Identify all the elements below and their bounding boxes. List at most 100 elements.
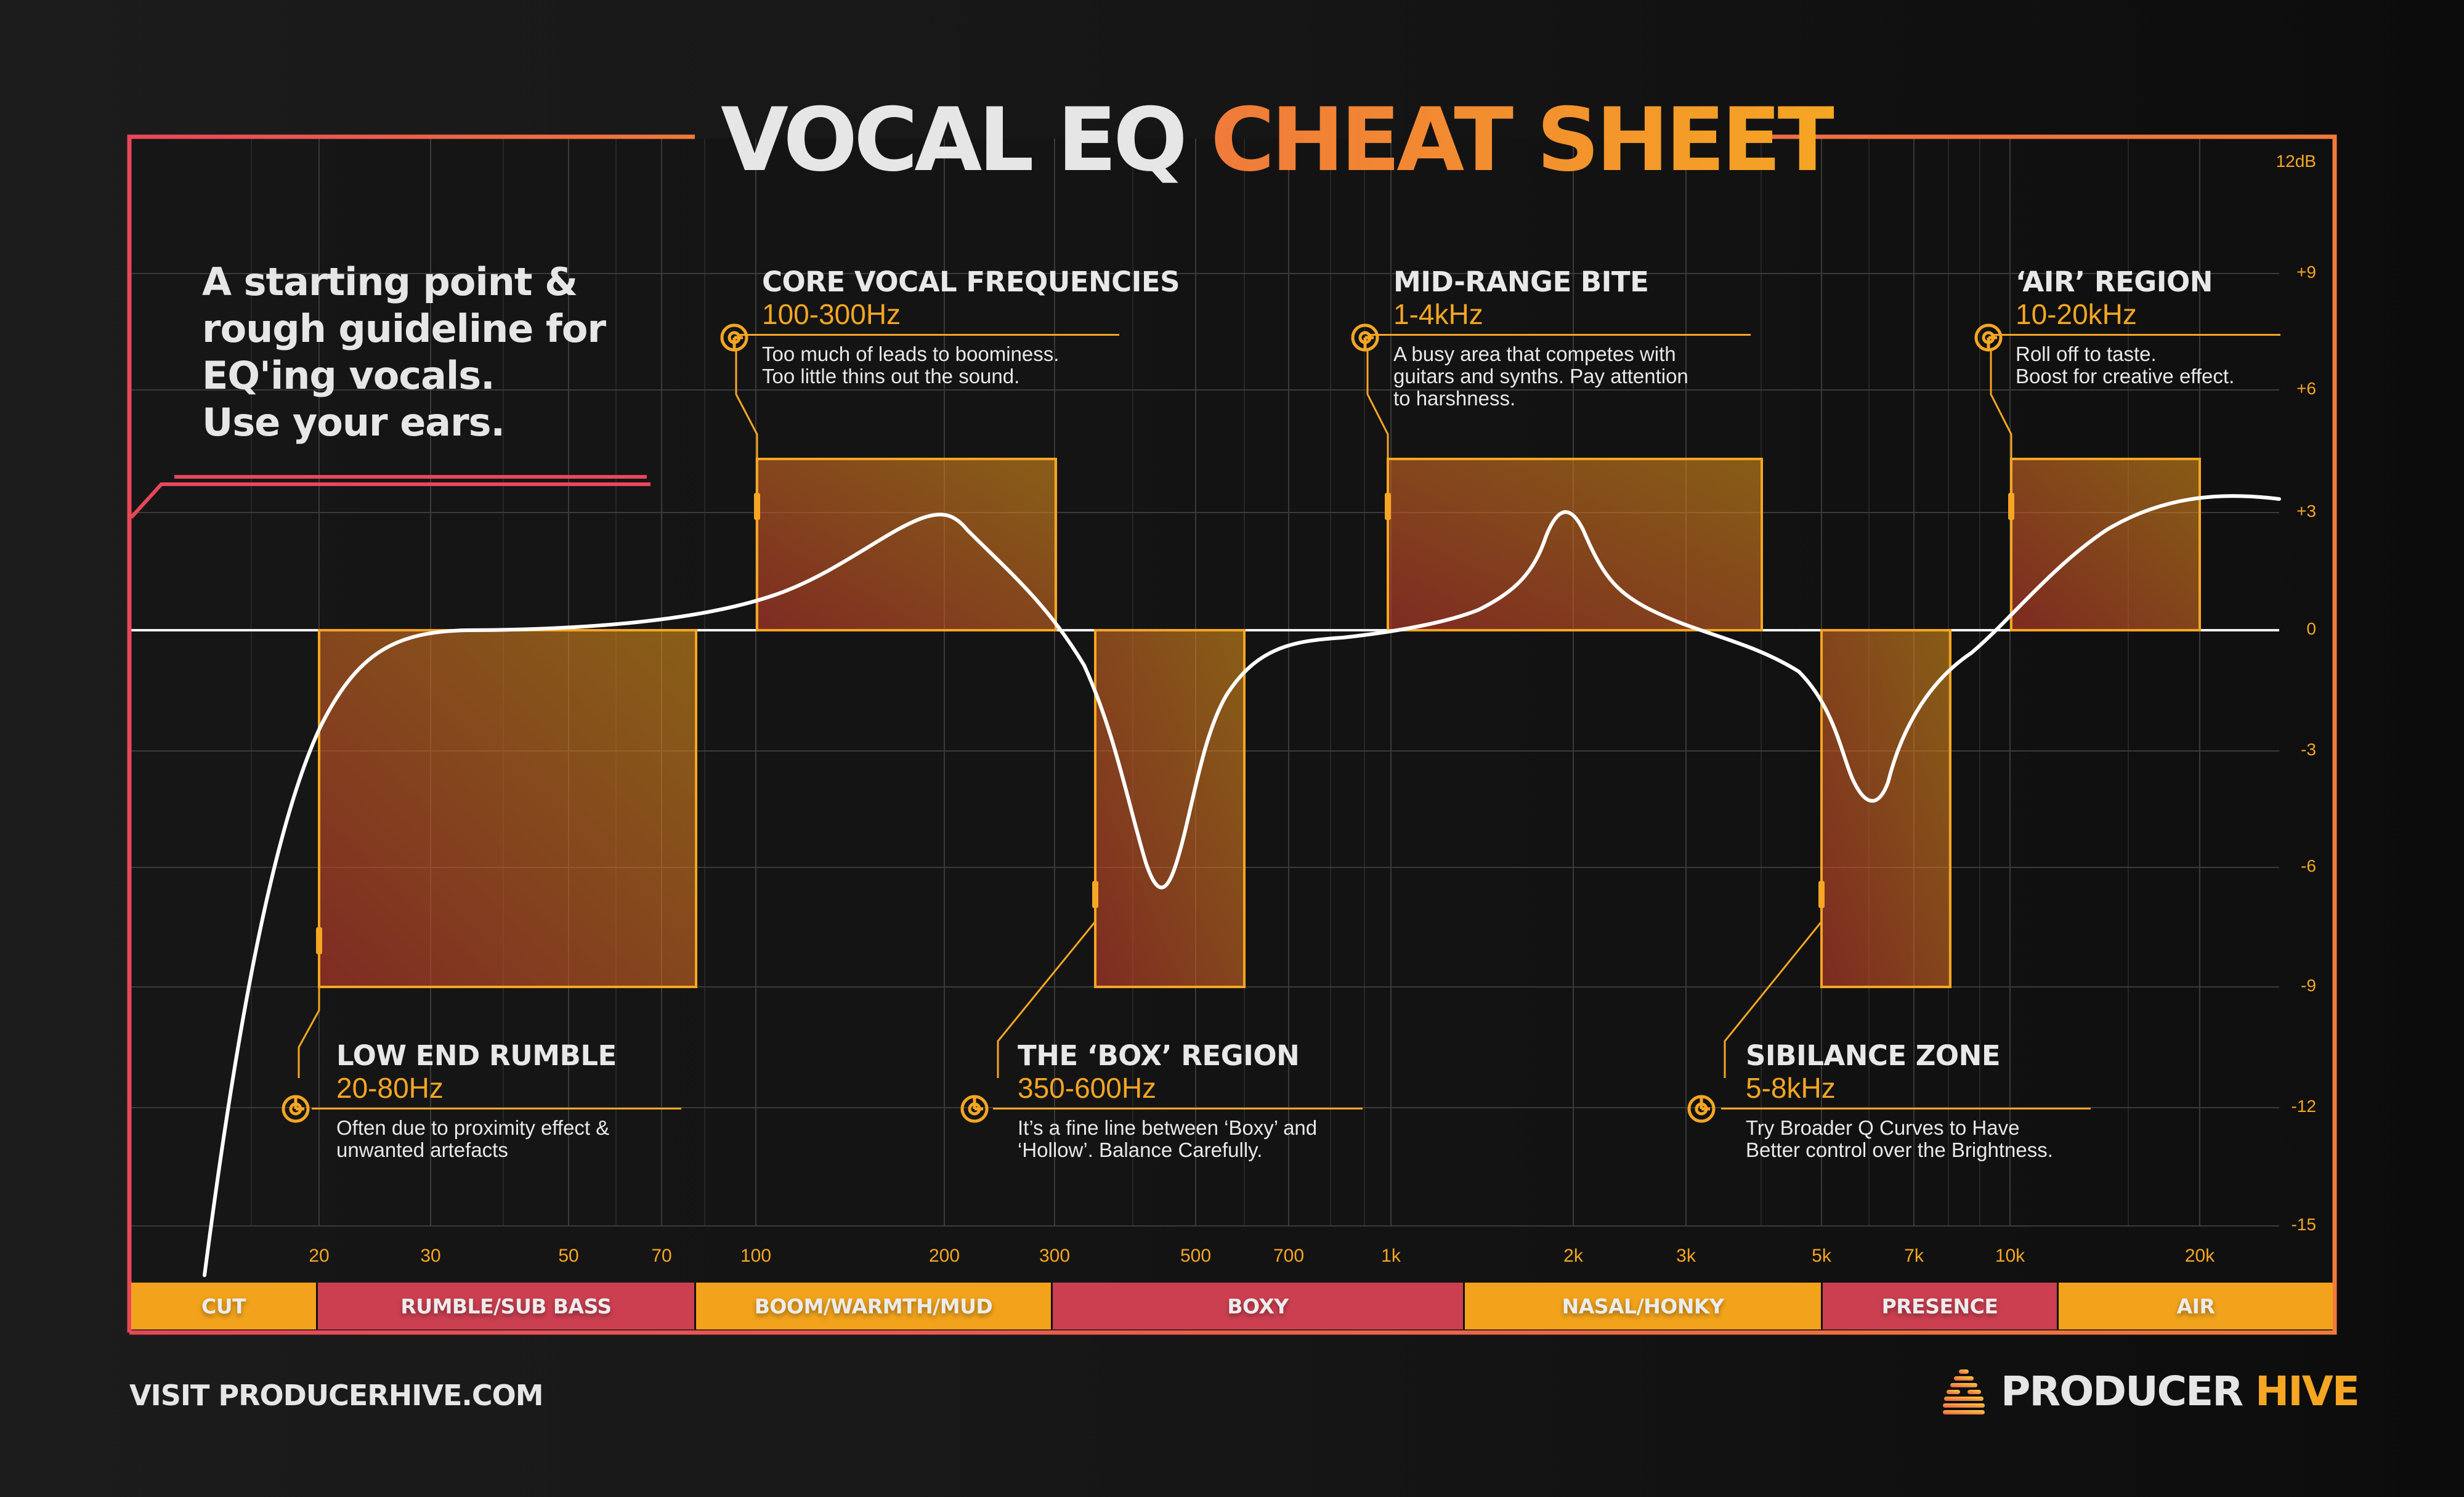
annotation-range: 10-20kHz	[2016, 298, 2137, 330]
annotation-desc: Often due to proximity effect &	[336, 1116, 610, 1139]
annotation-rule	[1369, 334, 1751, 336]
logo-text-producer: PRODUCER	[2001, 1368, 2243, 1415]
annotation-rule	[993, 1108, 1363, 1110]
annotation-heading: SIBILANCE ZONE	[1746, 1039, 2001, 1072]
y-tick: +9	[2296, 262, 2316, 282]
target-icon	[720, 323, 748, 352]
annotation-rule	[1721, 1108, 2091, 1110]
target-icon	[1687, 1095, 1716, 1123]
x-tick: 700	[1273, 1246, 1305, 1266]
y-tick: 0	[2306, 619, 2316, 638]
annotation-rule	[737, 334, 1119, 336]
band-boom-warmth-mud: BOOM/WARMTH/MUD	[696, 1283, 1053, 1329]
annotation-desc: unwanted artefacts	[336, 1138, 508, 1161]
annotation-core-vocal: CORE VOCAL FREQUENCIES 100-300Hz Too muc…	[737, 266, 1180, 387]
annotation-desc: A busy area that competes with	[1393, 343, 1676, 365]
intro-text: A starting point & rough guideline for E…	[202, 259, 695, 446]
region-box-box-region[interactable]	[1094, 629, 1246, 988]
logo-text: PRODUCER HIVE	[2001, 1368, 2360, 1415]
x-tick: 70	[651, 1246, 672, 1266]
x-tick: 1k	[1381, 1246, 1401, 1266]
x-tick: 500	[1180, 1246, 1212, 1266]
annotation-low-end-rumble: LOW END RUMBLE 20-80Hz Often due to prox…	[312, 1039, 681, 1161]
annotation-desc: It’s a fine line between ‘Boxy’ and	[1018, 1116, 1318, 1139]
annotation-desc: Too much of leads to boominess.	[762, 343, 1060, 365]
hive-icon	[1943, 1369, 1985, 1414]
target-icon	[1351, 323, 1379, 352]
intro-decor-lines	[129, 475, 650, 519]
chart-frame	[127, 134, 2337, 1335]
annotation-rule	[312, 1108, 681, 1110]
x-tick: 300	[1039, 1246, 1071, 1266]
visit-website-link[interactable]: VISIT PRODUCERHIVE.COM	[129, 1379, 543, 1412]
band-air: AIR	[2059, 1283, 2333, 1329]
x-tick: 10k	[1995, 1246, 2025, 1266]
annotation-box-region: THE ‘BOX’ REGION 350-600Hz It’s a fine l…	[993, 1039, 1363, 1161]
annotation-desc: Try Broader Q Curves to Have	[1746, 1116, 2020, 1139]
annotation-heading: MID-RANGE BITE	[1393, 266, 1649, 298]
x-tick: 50	[558, 1246, 579, 1266]
annotation-heading: LOW END RUMBLE	[336, 1039, 617, 1072]
x-tick: 30	[420, 1246, 441, 1266]
annotation-desc: Too little thins out the sound.	[762, 365, 1020, 387]
region-box-core-vocal[interactable]	[756, 458, 1057, 631]
handle-air	[2008, 493, 2014, 520]
band-presence: PRESENCE	[1823, 1283, 2059, 1329]
x-tick: 7k	[1904, 1246, 1924, 1266]
band-nasal-honky: NASAL/HONKY	[1465, 1283, 1823, 1329]
handle-sibilance	[1818, 881, 1825, 908]
region-box-low-end-rumble[interactable]	[318, 629, 697, 988]
logo-text-hive: HIVE	[2255, 1368, 2360, 1415]
handle-low-end	[316, 927, 322, 954]
target-icon	[282, 1095, 310, 1123]
x-tick: 2k	[1563, 1246, 1583, 1266]
handle-box-region	[1092, 881, 1098, 908]
annotation-desc: Better control over the Brightness.	[1746, 1138, 2053, 1161]
band-cut: CUT	[131, 1283, 318, 1329]
band-boxy: BOXY	[1053, 1283, 1465, 1329]
x-tick: 20k	[2184, 1246, 2215, 1266]
region-box-air-region[interactable]	[2010, 458, 2201, 631]
x-tick: 100	[740, 1246, 772, 1266]
region-box-mid-range-bite[interactable]	[1387, 458, 1763, 631]
handle-core-vocal	[754, 493, 760, 520]
box-handles	[316, 493, 2014, 954]
y-tick: -9	[2301, 976, 2316, 995]
target-icon	[960, 1095, 989, 1123]
y-tick: -6	[2301, 856, 2316, 875]
region-box-sibilance-zone[interactable]	[1820, 629, 1951, 988]
annotation-mid-range-bite: MID-RANGE BITE 1-4kHz A busy area that c…	[1369, 266, 1751, 410]
annotation-heading: THE ‘BOX’ REGION	[1018, 1039, 1300, 1072]
handle-mid-range	[1385, 493, 1391, 520]
producer-hive-logo[interactable]: PRODUCER HIVE	[1940, 1368, 2360, 1415]
annotation-range: 5-8kHz	[1746, 1072, 1836, 1104]
annotation-range: 20-80Hz	[336, 1072, 444, 1104]
y-tick: +3	[2296, 501, 2316, 521]
title-part1: VOCAL EQ	[721, 89, 1188, 191]
annotation-rule	[1991, 334, 2280, 336]
x-tick: 200	[928, 1246, 960, 1266]
annotation-desc: ‘Hollow’. Balance Carefully.	[1018, 1138, 1263, 1161]
y-tick: -15	[2291, 1215, 2316, 1234]
annotation-sibilance-zone: SIBILANCE ZONE 5-8kHz Try Broader Q Curv…	[1721, 1039, 2091, 1161]
annotation-heading: ‘AIR’ REGION	[2016, 266, 2213, 298]
y-tick: -12	[2291, 1097, 2316, 1116]
y-tick: +6	[2296, 379, 2316, 398]
annotation-range: 350-600Hz	[1018, 1072, 1157, 1104]
intro-line: rough guideline for	[202, 306, 606, 351]
y-tick: -3	[2301, 740, 2316, 759]
intro-line: EQ'ing vocals.	[202, 353, 495, 398]
target-icon	[1974, 323, 2003, 352]
annotation-desc: Boost for creative effect.	[2016, 365, 2235, 387]
annotation-range: 100-300Hz	[762, 298, 901, 330]
intro-line: Use your ears.	[202, 400, 505, 445]
page-title: VOCAL EQ CHEAT SHEET	[721, 89, 1838, 191]
intro-line: A starting point &	[202, 259, 578, 304]
y-axis-top-label: 12dB	[2276, 152, 2316, 171]
x-tick: 20	[309, 1246, 330, 1266]
band-rumble-sub-bass: RUMBLE/SUB BASS	[318, 1283, 696, 1329]
callout-connectors	[298, 351, 2012, 1078]
waveform-icon	[1005, 190, 1342, 217]
eq-curve	[203, 494, 2281, 1277]
